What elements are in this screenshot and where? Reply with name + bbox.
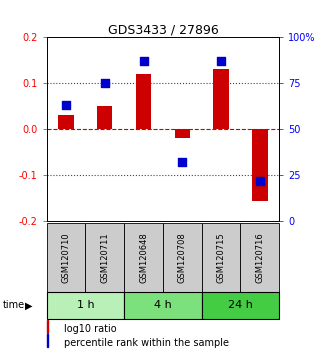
Bar	[85, 223, 124, 292]
Bar	[202, 292, 279, 319]
Text: ▶: ▶	[25, 300, 32, 310]
Text: log10 ratio: log10 ratio	[64, 324, 117, 334]
Bar	[136, 74, 151, 129]
Bar	[47, 334, 48, 348]
Text: 24 h: 24 h	[228, 300, 253, 310]
Bar	[47, 223, 85, 292]
Point	[180, 160, 185, 165]
Text: GSM120648: GSM120648	[139, 232, 148, 283]
Text: GSM120716: GSM120716	[256, 232, 265, 283]
Bar	[124, 223, 163, 292]
Point	[102, 80, 107, 86]
Point	[257, 178, 263, 184]
Bar	[240, 223, 279, 292]
Bar	[58, 115, 74, 129]
Bar	[175, 129, 190, 138]
Text: GSM120710: GSM120710	[61, 232, 70, 283]
Point	[141, 58, 146, 64]
Bar	[47, 292, 124, 319]
Bar	[47, 320, 48, 333]
Bar	[202, 223, 240, 292]
Point	[63, 102, 68, 108]
Title: GDS3433 / 27896: GDS3433 / 27896	[108, 23, 218, 36]
Text: GSM120715: GSM120715	[217, 232, 226, 283]
Point	[219, 58, 224, 64]
Bar	[213, 69, 229, 129]
Text: time: time	[3, 300, 25, 310]
Text: GSM120708: GSM120708	[178, 232, 187, 283]
Bar	[252, 129, 268, 200]
Text: 4 h: 4 h	[154, 300, 172, 310]
Text: percentile rank within the sample: percentile rank within the sample	[64, 338, 229, 348]
Bar	[97, 106, 112, 129]
Bar	[163, 223, 202, 292]
Text: GSM120711: GSM120711	[100, 232, 109, 283]
Bar	[124, 292, 202, 319]
Text: 1 h: 1 h	[76, 300, 94, 310]
